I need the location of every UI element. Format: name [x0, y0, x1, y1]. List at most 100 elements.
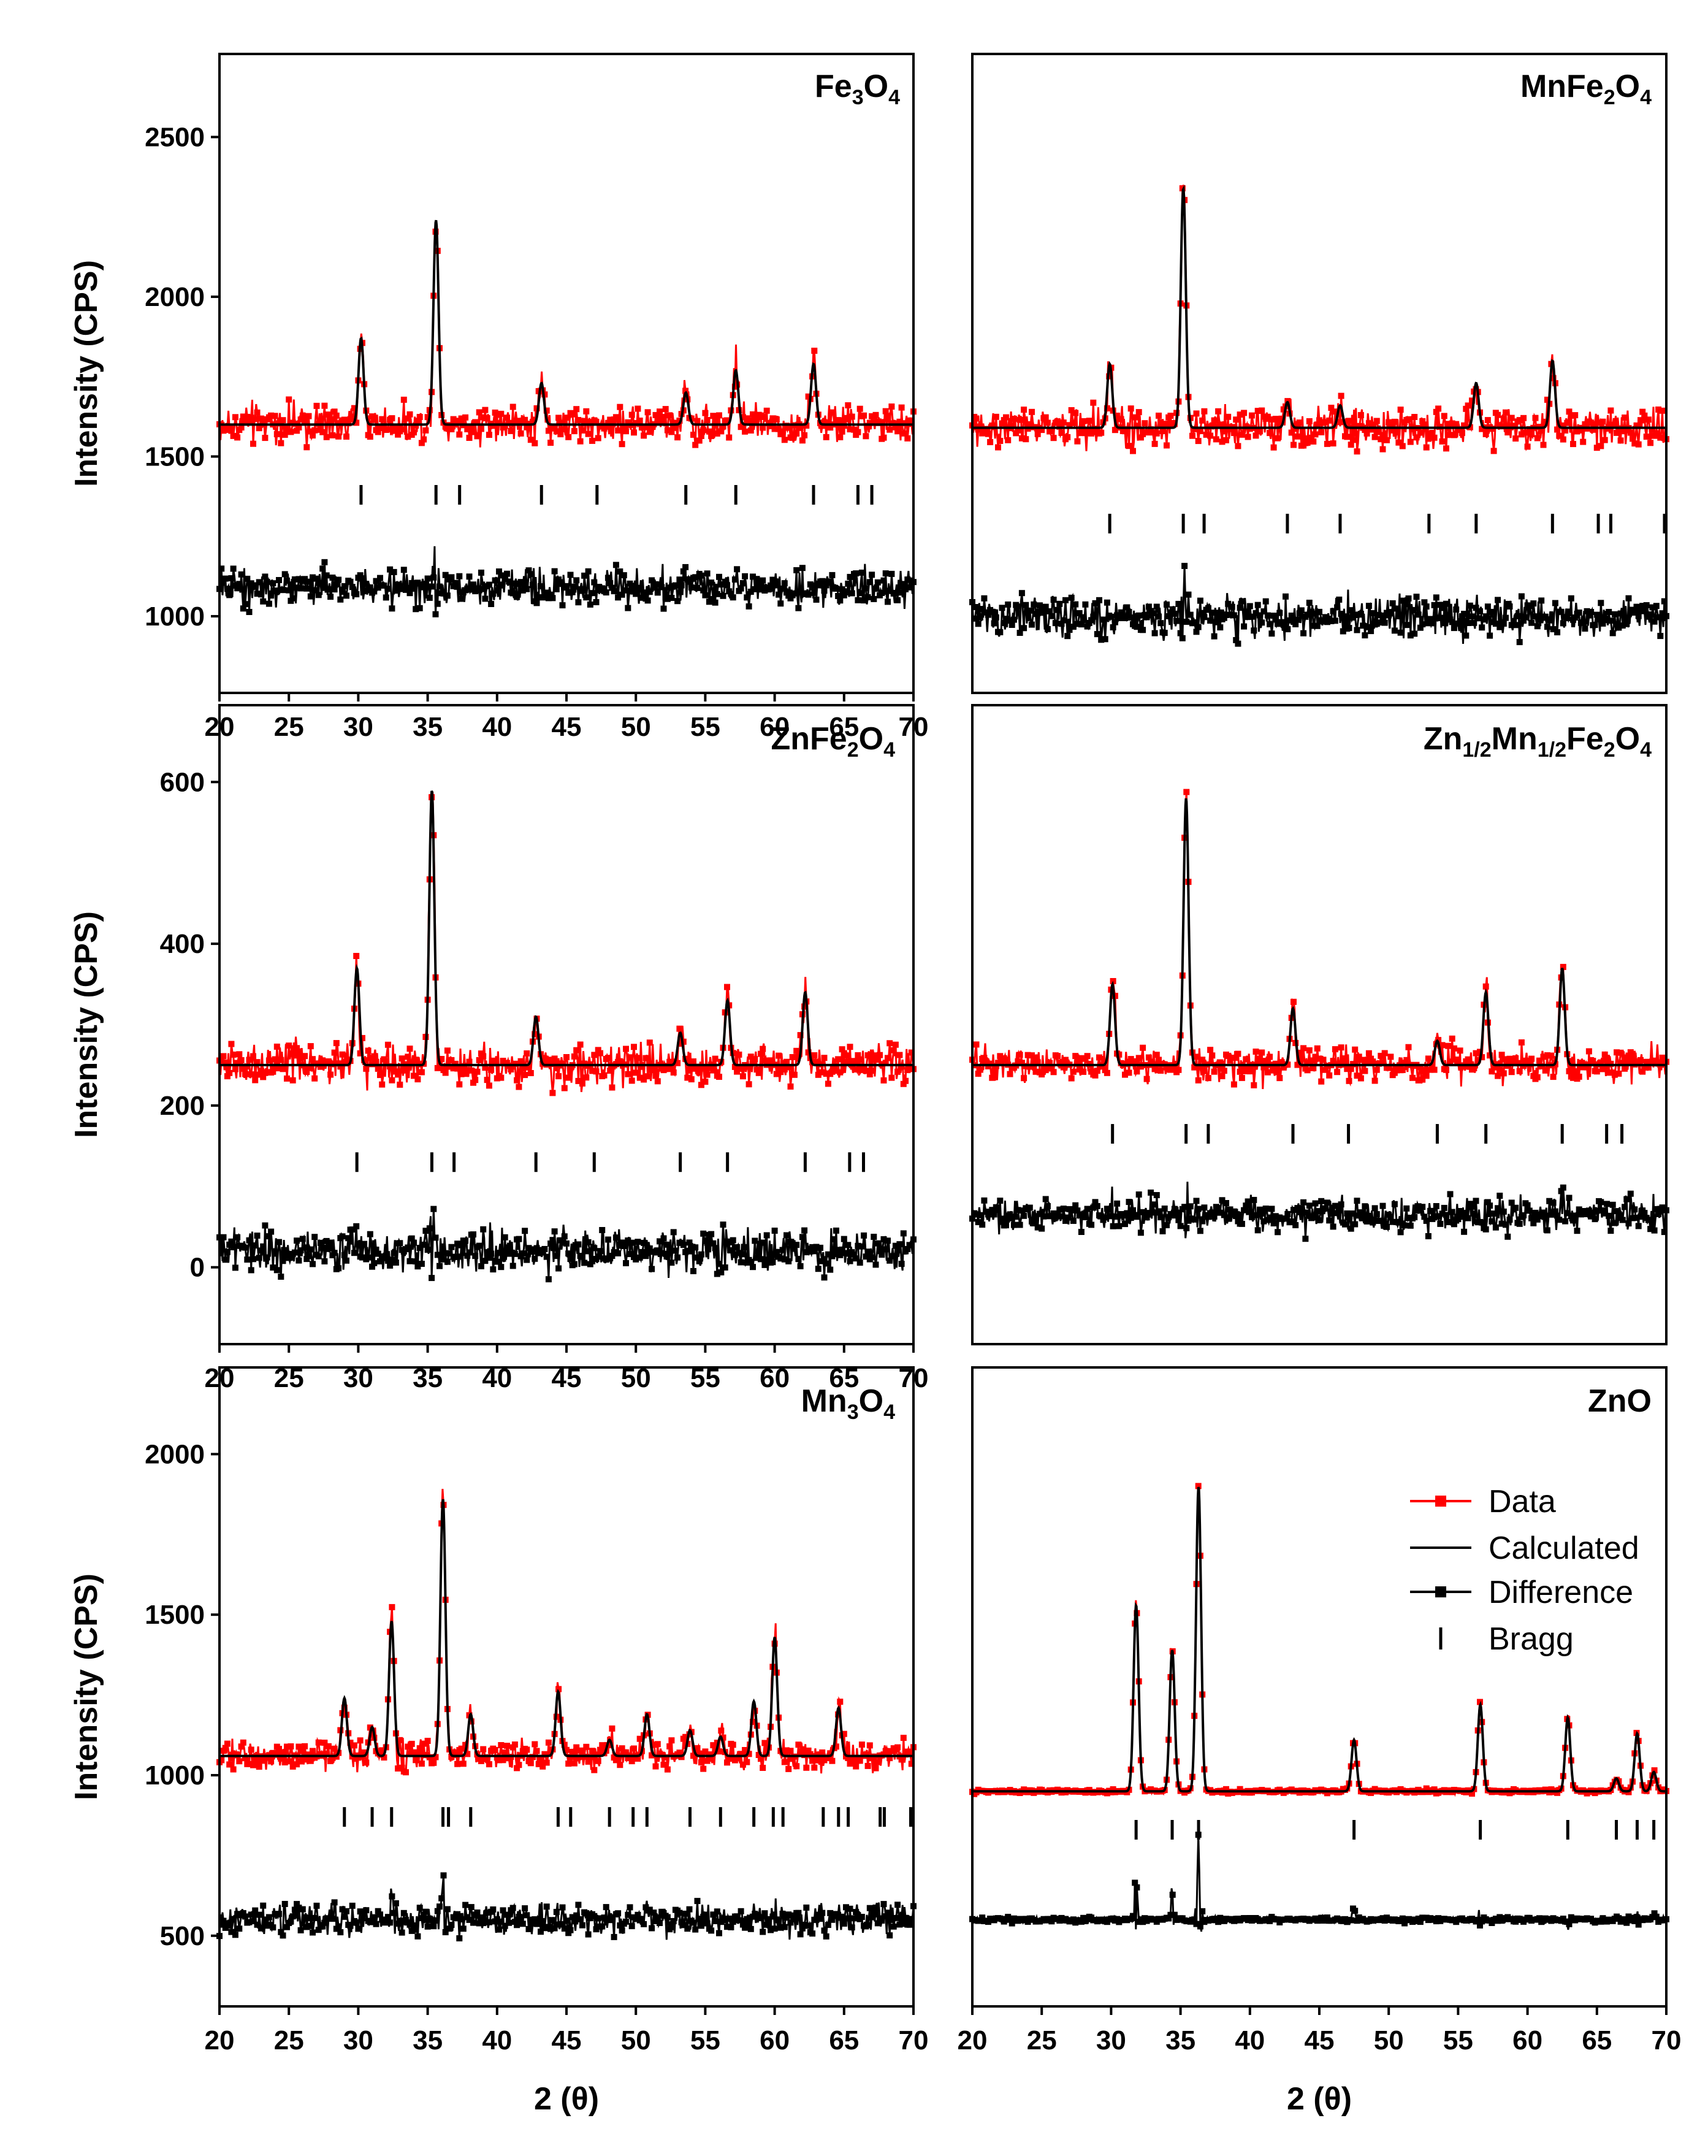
difference-point	[1249, 613, 1255, 620]
difference-point	[1530, 1220, 1537, 1226]
difference-point	[305, 578, 312, 585]
difference-point	[985, 611, 991, 618]
data-point	[1348, 442, 1354, 448]
difference-point	[430, 1206, 437, 1212]
difference-point	[585, 568, 592, 575]
difference-point	[230, 565, 237, 572]
difference-point	[698, 1251, 704, 1258]
difference-point	[752, 586, 758, 592]
data-point	[517, 1058, 524, 1065]
difference-point	[1635, 1223, 1642, 1229]
data-point	[1062, 1057, 1069, 1063]
difference-point	[557, 581, 564, 587]
data-point	[1050, 435, 1057, 442]
difference-point	[1241, 1207, 1248, 1214]
data-point	[1413, 434, 1420, 441]
difference-point	[785, 1258, 792, 1264]
data-point	[1209, 1052, 1216, 1059]
difference-point	[273, 1267, 280, 1274]
difference-point	[384, 1914, 391, 1921]
difference-point	[514, 1922, 520, 1929]
data-point	[524, 1050, 530, 1057]
difference-point	[896, 1921, 903, 1928]
data-point	[1026, 421, 1033, 427]
difference-point	[1482, 1226, 1489, 1233]
data-point	[760, 424, 766, 431]
data-point	[1300, 1045, 1307, 1052]
data-point	[623, 1046, 629, 1052]
difference-point	[724, 582, 730, 589]
data-point	[569, 411, 576, 418]
difference-point	[357, 1908, 364, 1915]
difference-point	[646, 1245, 653, 1252]
difference-point	[224, 586, 231, 592]
difference-point	[323, 572, 330, 579]
data-point	[1005, 437, 1012, 443]
data-point	[1197, 1064, 1203, 1071]
difference-point	[704, 1239, 711, 1246]
data-point	[1445, 1042, 1452, 1049]
difference-point	[908, 1916, 915, 1922]
difference-point	[742, 1924, 749, 1931]
difference-point	[591, 1245, 598, 1252]
data-point	[1429, 1062, 1436, 1069]
difference-point	[254, 1921, 261, 1928]
difference-point	[848, 1924, 855, 1931]
difference-point	[620, 1243, 627, 1249]
difference-point	[524, 1912, 530, 1919]
data-point	[874, 1057, 881, 1063]
difference-point	[662, 1250, 669, 1257]
data-point	[345, 420, 352, 427]
data-point	[1606, 1069, 1612, 1076]
difference-point	[906, 584, 913, 591]
difference-point	[1193, 1921, 1200, 1927]
data-point	[662, 406, 669, 413]
data-point	[571, 1760, 578, 1767]
difference-point	[1512, 1204, 1519, 1211]
difference-point	[619, 1927, 625, 1934]
difference-point	[866, 1905, 873, 1911]
difference-point	[833, 586, 839, 592]
data-point	[811, 1764, 818, 1771]
data-point	[628, 1758, 635, 1765]
difference-point	[1330, 1223, 1336, 1230]
data-point	[392, 424, 399, 431]
difference-point	[885, 598, 891, 605]
data-point	[299, 1748, 306, 1754]
data-point	[604, 419, 611, 426]
data-point	[1104, 1069, 1110, 1076]
difference-point	[1403, 622, 1410, 629]
data-point	[1171, 421, 1178, 427]
data-point	[906, 1749, 913, 1756]
difference-point	[738, 1908, 744, 1914]
data-point	[1074, 1060, 1081, 1067]
data-point	[1064, 434, 1071, 440]
data-point	[839, 428, 845, 435]
difference-point	[345, 1235, 352, 1242]
data-point	[1528, 1055, 1535, 1062]
difference-point	[872, 1904, 879, 1911]
difference-point	[565, 1250, 572, 1257]
data-point	[642, 1055, 649, 1061]
difference-point	[686, 1906, 693, 1913]
data-point	[1264, 413, 1271, 420]
data-point	[383, 1058, 389, 1065]
difference-point	[413, 606, 419, 613]
difference-point	[1401, 1222, 1408, 1229]
difference-point	[1653, 1913, 1660, 1920]
data-point	[885, 413, 891, 420]
panel-4-plot	[216, 1489, 917, 1941]
difference-point	[604, 575, 611, 581]
difference-point	[454, 583, 461, 590]
data-point	[1614, 1049, 1620, 1056]
difference-point	[771, 1925, 778, 1932]
data-point	[252, 416, 259, 422]
data-point	[369, 413, 375, 420]
difference-point	[331, 1899, 338, 1906]
data-point	[1611, 422, 1618, 429]
data-point	[1245, 434, 1251, 440]
difference-point	[1058, 621, 1065, 627]
data-point	[250, 1053, 256, 1060]
difference-point	[1451, 625, 1457, 632]
data-point	[809, 1757, 816, 1764]
